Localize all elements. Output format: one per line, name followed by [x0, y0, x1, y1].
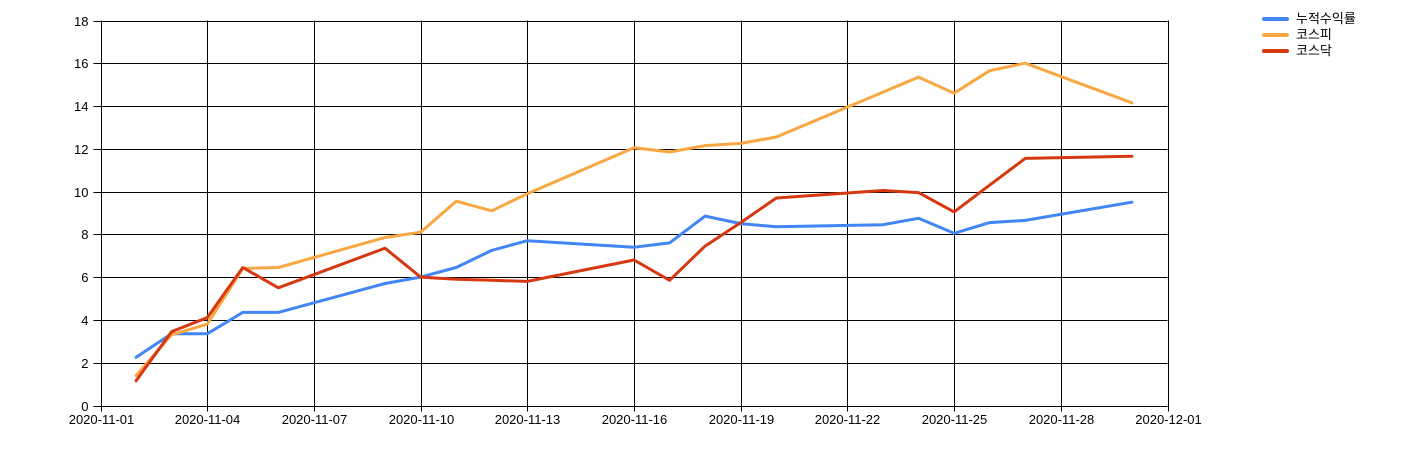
x-tick-label: 2020-11-16	[602, 412, 668, 427]
y-tick-label: 12	[74, 142, 88, 157]
x-tick-label: 2020-11-04	[175, 412, 241, 427]
legend-item-cumulative-return: 누적수익률	[1262, 11, 1356, 26]
y-tick-label: 18	[74, 14, 88, 29]
x-tick-label: 2020-11-28	[1029, 412, 1095, 427]
legend-label: 누적수익률	[1296, 11, 1356, 26]
series-line-0	[134, 200, 1134, 359]
x-tick-label: 2020-11-25	[922, 412, 988, 427]
x-tick-label: 2020-11-10	[389, 412, 455, 427]
x-tick-label: 2020-12-01	[1135, 412, 1202, 427]
y-tick-label: 0	[81, 399, 88, 414]
x-tick-label: 2020-11-07	[282, 412, 348, 427]
legend-label: 코스닥	[1296, 43, 1332, 58]
x-tick-label: 2020-11-13	[495, 412, 561, 427]
y-tick-label: 6	[81, 270, 88, 285]
y-tick-label: 2	[81, 356, 88, 371]
y-tick-label: 14	[74, 99, 88, 114]
series-line-2	[134, 154, 1134, 383]
y-tick-label: 8	[81, 227, 88, 242]
legend-item-kospi: 코스피	[1262, 27, 1356, 42]
x-tick-label: 2020-11-01	[69, 412, 135, 427]
legend-line-swatch-orange	[1262, 32, 1289, 37]
legend-line-swatch-blue	[1262, 16, 1289, 21]
legend-item-kosdaq: 코스닥	[1262, 43, 1356, 58]
x-tick-label: 2020-11-19	[709, 412, 775, 427]
legend-line-swatch-red	[1262, 48, 1289, 53]
y-tick-label: 4	[81, 313, 88, 328]
x-tick-label: 2020-11-22	[815, 412, 881, 427]
series-line-1	[134, 61, 1134, 377]
legend-label: 코스피	[1296, 27, 1332, 42]
chart-legend: 누적수익률 코스피 코스닥	[1262, 11, 1356, 58]
y-tick-label: 16	[74, 56, 88, 71]
y-tick-label: 10	[74, 185, 88, 200]
